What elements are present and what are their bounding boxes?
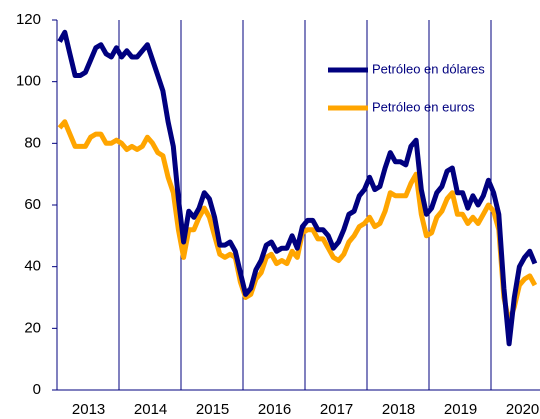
y-tick-label: 60 [24,196,41,213]
y-tick-label: 0 [33,381,41,398]
legend-label: Petróleo en dólares [372,61,485,76]
legend-label: Petróleo en euros [372,99,475,114]
x-tick-label: 2020 [506,401,539,418]
x-tick-label: 2018 [382,401,415,418]
y-tick-label: 40 [24,258,41,275]
series-line [57,119,538,325]
x-tick-label: 2016 [258,401,291,418]
x-tick-label: 2015 [196,401,229,418]
series-line [57,29,538,347]
y-tick-label: 20 [24,319,41,336]
x-tick-label: 2013 [72,401,105,418]
x-tick-label: 2017 [320,401,353,418]
y-tick-label: 80 [24,134,41,151]
y-tick-label: 120 [16,11,41,28]
x-tick-label: 2014 [134,401,167,418]
x-tick-label: 2019 [444,401,477,418]
y-tick-label: 100 [16,73,41,90]
